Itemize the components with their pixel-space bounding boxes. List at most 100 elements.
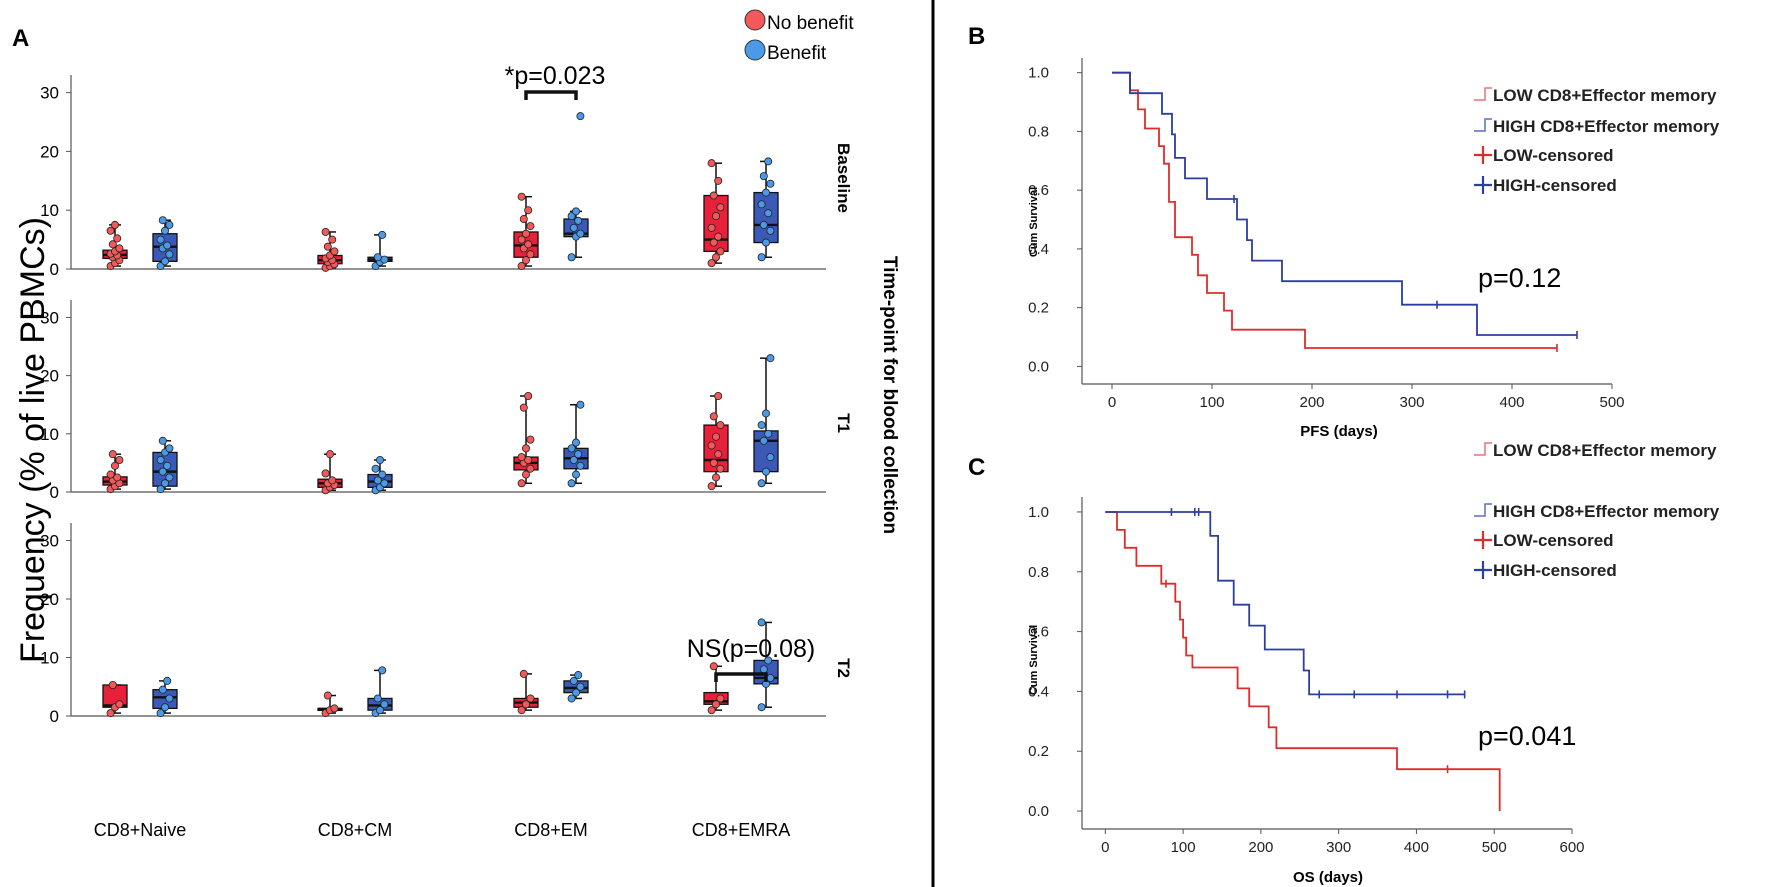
facet-row-label-baseline: Baseline bbox=[834, 143, 853, 213]
data-point bbox=[375, 455, 384, 464]
km-x-tick-label: 600 bbox=[1559, 839, 1584, 856]
legend-b-high-label: HIGH CD8+Effector memory bbox=[1493, 117, 1720, 136]
legend-benefit-label: Benefit bbox=[767, 43, 827, 64]
panel-c-ylabel: Cum Survival bbox=[1028, 625, 1040, 695]
data-point bbox=[574, 671, 583, 680]
km-y-tick-label: 0.0 bbox=[1028, 358, 1049, 375]
data-point bbox=[766, 673, 775, 682]
km-x-tick-label: 300 bbox=[1399, 394, 1424, 411]
panel-c-xlabel: OS (days) bbox=[1293, 869, 1363, 886]
data-point bbox=[522, 470, 531, 479]
data-point bbox=[378, 666, 387, 675]
data-point bbox=[709, 412, 718, 421]
data-point bbox=[113, 473, 122, 482]
legend-b-high-swatch bbox=[1474, 118, 1492, 132]
data-point bbox=[572, 438, 581, 447]
data-point bbox=[522, 256, 531, 265]
data-point bbox=[764, 157, 773, 166]
data-point bbox=[572, 207, 581, 216]
data-point bbox=[574, 450, 583, 459]
data-point bbox=[569, 223, 578, 232]
data-point bbox=[517, 262, 526, 271]
y-tick-label: 10 bbox=[40, 649, 59, 668]
legend-b-high-censored-swatch bbox=[1474, 176, 1492, 194]
data-point bbox=[526, 250, 535, 259]
data-point bbox=[165, 220, 174, 229]
legend-b-low-swatch bbox=[1474, 87, 1492, 101]
data-point bbox=[517, 479, 526, 488]
data-point bbox=[519, 403, 528, 412]
legend-b-high-censored-label: HIGH-censored bbox=[1493, 176, 1617, 195]
panel-c-letter: C bbox=[968, 454, 985, 481]
panel-a-ylabel: Frequency (% of live PBMCs) bbox=[14, 217, 52, 663]
data-point bbox=[714, 450, 723, 459]
km-y-tick-label: 0.8 bbox=[1028, 564, 1049, 581]
data-point bbox=[115, 244, 124, 253]
data-point bbox=[762, 467, 771, 476]
data-point bbox=[163, 676, 172, 685]
data-point bbox=[707, 159, 716, 168]
data-point bbox=[526, 435, 535, 444]
data-point bbox=[158, 685, 167, 694]
panel-b-ylabel: Cum Survival bbox=[1028, 187, 1040, 257]
data-point bbox=[762, 238, 771, 247]
km-y-tick-label: 0.0 bbox=[1028, 803, 1049, 820]
data-point bbox=[526, 222, 535, 231]
data-point bbox=[323, 691, 332, 700]
data-point bbox=[160, 479, 169, 488]
data-point bbox=[522, 444, 531, 453]
data-point bbox=[321, 227, 330, 236]
data-point bbox=[712, 432, 721, 441]
data-point bbox=[108, 450, 117, 459]
data-point bbox=[757, 421, 766, 430]
panel-b-letter: B bbox=[968, 23, 985, 50]
y-tick-label: 10 bbox=[40, 201, 59, 220]
data-point bbox=[524, 240, 533, 249]
data-point bbox=[160, 226, 169, 235]
data-point bbox=[766, 226, 775, 235]
data-point bbox=[764, 209, 773, 218]
category-label-emra: CD8+EMRA bbox=[692, 820, 791, 840]
data-point bbox=[325, 450, 334, 459]
data-point bbox=[156, 709, 165, 718]
significance-bracket-t2 bbox=[714, 672, 768, 682]
data-point bbox=[714, 391, 723, 400]
data-point bbox=[321, 469, 330, 478]
km-y-tick-label: 0.8 bbox=[1028, 123, 1049, 140]
panel-b-plot: 0.0 0.2 0.4 0.6 0.8 1.0 0 100 200 300 400 500 bbox=[1028, 58, 1625, 411]
data-point bbox=[378, 230, 387, 239]
data-point bbox=[567, 253, 576, 262]
data-point bbox=[158, 436, 167, 445]
km-x-tick-label: 0 bbox=[1108, 394, 1116, 411]
y-tick-label: 0 bbox=[50, 483, 59, 502]
data-point bbox=[714, 232, 723, 241]
category-label-em: CD8+EM bbox=[514, 820, 588, 840]
panel-c-pvalue: p=0.041 bbox=[1478, 721, 1576, 751]
data-point bbox=[576, 112, 585, 121]
data-point bbox=[712, 473, 721, 482]
data-point bbox=[328, 235, 337, 244]
km-y-tick-label: 0.6 bbox=[1028, 624, 1049, 641]
data-point bbox=[330, 704, 339, 713]
km-x-tick-label: 400 bbox=[1404, 839, 1429, 856]
legend-c-low-swatch bbox=[1474, 442, 1492, 456]
data-point bbox=[115, 700, 124, 709]
data-point bbox=[158, 467, 167, 476]
data-point bbox=[524, 455, 533, 464]
data-point bbox=[517, 192, 526, 201]
data-point bbox=[569, 455, 578, 464]
data-point bbox=[323, 242, 332, 251]
y-tick-label: 10 bbox=[40, 425, 59, 444]
data-point bbox=[567, 694, 576, 703]
category-label-cm: CD8+CM bbox=[318, 820, 393, 840]
legend-c-high-label: HIGH CD8+Effector memory bbox=[1493, 502, 1720, 521]
data-point bbox=[156, 485, 165, 494]
data-point bbox=[759, 172, 768, 181]
km-line-low bbox=[1112, 71, 1557, 349]
data-point bbox=[764, 656, 773, 665]
data-point bbox=[576, 229, 585, 238]
data-point bbox=[716, 694, 725, 703]
data-point bbox=[517, 706, 526, 715]
data-point bbox=[526, 464, 535, 473]
y-tick-label: 20 bbox=[40, 367, 59, 386]
